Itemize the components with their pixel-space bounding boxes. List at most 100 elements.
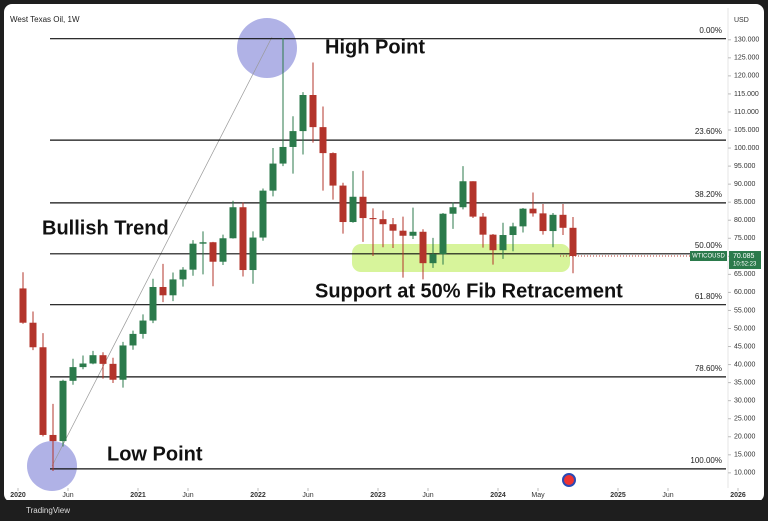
footer-bar: [4, 500, 764, 521]
fib-label: 38.20%: [695, 190, 722, 199]
x-tick-label: Jun: [422, 492, 433, 499]
candle-body: [89, 355, 97, 364]
candle-body: [129, 333, 137, 346]
candle-body: [229, 207, 237, 239]
y-tick-label: 125.000: [734, 55, 759, 62]
axis-unit: USD: [734, 17, 749, 24]
candle-body: [39, 347, 47, 435]
candle-body: [69, 367, 77, 381]
support-zone: [352, 244, 570, 272]
candle-body: [399, 230, 407, 236]
candle-body: [499, 235, 507, 251]
candle-body: [309, 95, 317, 128]
trend-line: [51, 36, 273, 467]
candle-body: [519, 208, 527, 227]
candle-body: [109, 363, 117, 380]
candle-body: [179, 269, 187, 280]
y-tick-label: 25.000: [734, 416, 756, 423]
candle-body: [79, 363, 87, 368]
candle-body: [459, 181, 467, 208]
y-tick-label: 15.000: [734, 452, 756, 459]
candle-body: [379, 219, 387, 225]
y-tick-label: 75.000: [734, 235, 756, 242]
y-tick-label: 95.000: [734, 163, 756, 170]
y-tick-label: 50.000: [734, 325, 756, 332]
x-tick-label: 2020: [10, 492, 26, 499]
y-tick-label: 45.000: [734, 343, 756, 350]
candle-body: [559, 214, 567, 228]
countdown-label: 10:52:23: [733, 262, 757, 268]
candle-body: [409, 231, 417, 236]
candle-body: [369, 218, 377, 220]
chart-title: West Texas Oil, 1W: [10, 15, 80, 24]
candle-body: [419, 231, 427, 264]
fib-label: 23.60%: [695, 127, 722, 136]
candle-body: [159, 286, 167, 296]
candle-body: [49, 434, 57, 442]
x-tick-label: 2024: [490, 492, 506, 499]
y-tick-label: 120.000: [734, 73, 759, 80]
y-tick-label: 105.000: [734, 127, 759, 134]
symbol-tag: [690, 251, 727, 262]
y-tick-label: 65.000: [734, 271, 756, 278]
y-tick-label: 40.000: [734, 361, 756, 368]
y-tick-label: 10.000: [734, 470, 756, 477]
annotation: Bullish Trend: [42, 217, 169, 239]
x-tick-label: Jun: [182, 492, 193, 499]
candle-body: [529, 208, 537, 214]
annotation: Support at 50% Fib Retracement: [315, 280, 623, 302]
candle-body: [569, 227, 577, 257]
candle-body: [249, 237, 257, 271]
candle-body: [469, 181, 477, 217]
y-tick-label: 85.000: [734, 199, 756, 206]
candle-body: [279, 146, 287, 164]
y-tick-label: 30.000: [734, 398, 756, 405]
flag-icon: [562, 473, 576, 487]
x-tick-label: 2021: [130, 492, 146, 499]
candle-body: [359, 196, 367, 219]
x-tick-label: 2022: [250, 492, 266, 499]
x-tick-label: 2025: [610, 492, 626, 499]
annotation: High Point: [325, 36, 425, 58]
candle-body: [19, 288, 27, 323]
candle-body: [339, 185, 347, 223]
fib-label: 61.80%: [695, 292, 722, 301]
y-tick-label: 110.000: [734, 109, 759, 116]
y-tick-label: 35.000: [734, 379, 756, 386]
fib-label: 0.00%: [699, 26, 722, 35]
x-tick-label: Jun: [62, 492, 73, 499]
candle-body: [189, 243, 197, 270]
candle-body: [329, 153, 337, 186]
candle-body: [29, 322, 37, 348]
y-tick-label: 55.000: [734, 307, 756, 314]
candle-body: [509, 226, 517, 236]
y-tick-label: 60.000: [734, 289, 756, 296]
fib-label: 50.00%: [695, 241, 722, 250]
fib-label: 100.00%: [690, 456, 722, 465]
candle-body: [199, 242, 207, 244]
candle-body: [549, 214, 557, 232]
y-tick-label: 130.000: [734, 37, 759, 44]
symbol-label: WTICOUSD: [692, 254, 725, 260]
candle-body: [449, 207, 457, 214]
candle-body: [169, 279, 177, 296]
fib-label: 78.60%: [695, 364, 722, 373]
y-tick-label: 115.000: [734, 91, 759, 98]
annotation: Low Point: [107, 443, 203, 465]
candle-body: [429, 254, 437, 264]
x-tick-label: 2026: [730, 492, 746, 499]
x-tick-label: Jun: [662, 492, 673, 499]
x-tick-label: 2023: [370, 492, 386, 499]
candle-body: [349, 196, 357, 223]
candle-body: [219, 238, 227, 262]
candle-body: [209, 242, 217, 262]
candle-body: [389, 224, 397, 231]
price-label: 70.085: [733, 253, 755, 260]
x-tick-label: May: [531, 492, 545, 499]
candle-body: [259, 190, 267, 238]
candle-body: [289, 131, 297, 147]
y-tick-label: 20.000: [734, 434, 756, 441]
candle-body: [479, 216, 487, 235]
candle-body: [299, 95, 307, 132]
